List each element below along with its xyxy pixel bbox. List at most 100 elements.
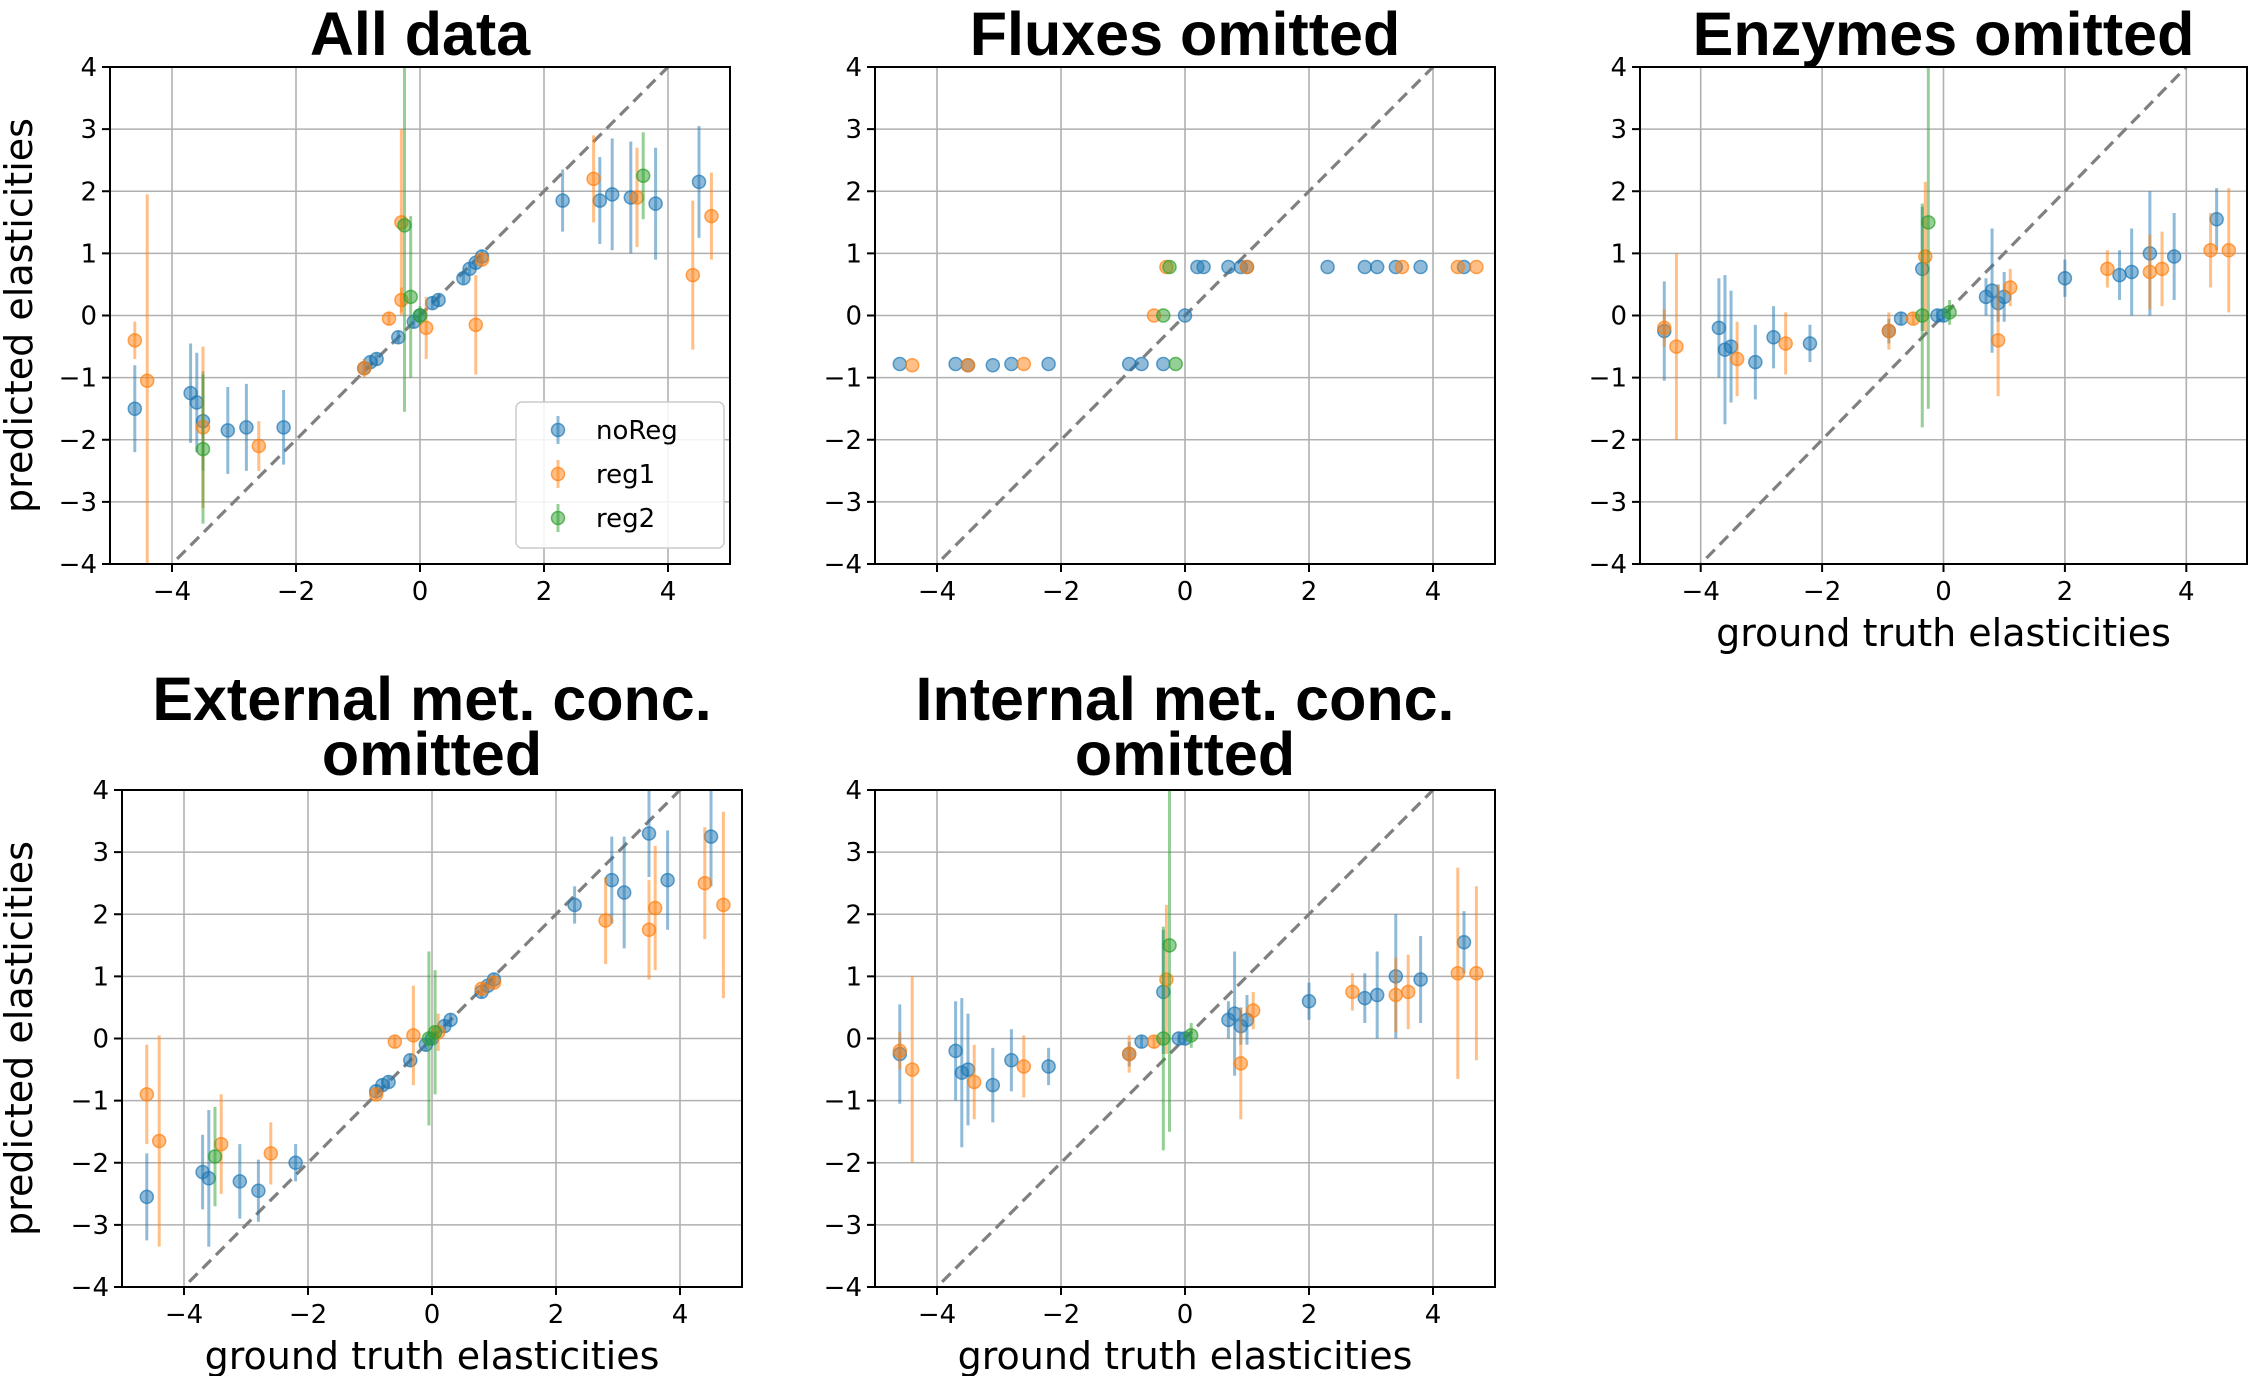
data-point bbox=[2100, 261, 2115, 277]
y-tick-label: 0 bbox=[1610, 302, 1627, 332]
data-point bbox=[1984, 283, 2000, 298]
x-tick-label: 4 bbox=[660, 577, 677, 607]
data-point bbox=[127, 333, 143, 348]
x-tick-label: 2 bbox=[1301, 577, 1318, 607]
data-point bbox=[685, 267, 701, 283]
data-point bbox=[1400, 984, 1416, 1000]
data-point bbox=[1239, 259, 1255, 275]
series-reg2 bbox=[1915, 67, 1957, 428]
series-noReg bbox=[892, 911, 1472, 1148]
data-point bbox=[966, 1074, 982, 1090]
data-point bbox=[703, 829, 719, 844]
data-point bbox=[1669, 339, 1684, 354]
y-tick-label: −2 bbox=[1589, 426, 1627, 456]
data-point bbox=[1413, 972, 1428, 987]
data-point bbox=[1456, 934, 1472, 950]
data-point bbox=[2203, 243, 2218, 258]
data-point bbox=[139, 1189, 155, 1205]
plot-area bbox=[892, 67, 1484, 564]
data-point bbox=[1004, 356, 1019, 372]
y-tick-label: 3 bbox=[845, 115, 862, 145]
data-point bbox=[127, 401, 143, 416]
data-point bbox=[1162, 938, 1177, 953]
y-tick-label: −1 bbox=[1589, 364, 1627, 394]
y-tick-label: −4 bbox=[824, 1273, 862, 1303]
data-point bbox=[2166, 249, 2182, 264]
data-point bbox=[1233, 1056, 1249, 1071]
data-point bbox=[647, 900, 663, 916]
data-point bbox=[2124, 264, 2139, 280]
data-point bbox=[1134, 356, 1149, 372]
plot-area bbox=[1657, 67, 2237, 564]
data-point bbox=[427, 1025, 443, 1040]
data-point bbox=[948, 1043, 963, 1059]
x-tick-label: 0 bbox=[424, 1300, 441, 1330]
series-reg1 bbox=[1657, 181, 2237, 440]
data-point bbox=[616, 885, 632, 900]
data-point bbox=[1196, 259, 1211, 275]
x-tick-label: 4 bbox=[1425, 577, 1442, 607]
data-point bbox=[1657, 320, 1672, 336]
data-point bbox=[1802, 336, 1818, 351]
data-point bbox=[892, 1043, 908, 1059]
legend: noReg reg1 reg2 bbox=[515, 401, 725, 549]
y-tick-label: 4 bbox=[845, 53, 862, 83]
data-point bbox=[391, 329, 406, 345]
data-point bbox=[592, 193, 608, 208]
y-axis-label: predicted elasticities bbox=[0, 841, 41, 1236]
chart-title-line: External met. conc. bbox=[152, 665, 711, 733]
series-reg2 bbox=[207, 951, 443, 1207]
data-point bbox=[635, 168, 651, 183]
data-point bbox=[1469, 259, 1484, 275]
x-tick-label: 0 bbox=[412, 577, 429, 607]
data-point bbox=[629, 190, 645, 205]
data-point bbox=[431, 292, 446, 308]
data-point bbox=[1004, 1052, 1019, 1068]
y-tick-label: 2 bbox=[80, 177, 97, 207]
y-tick-label: 1 bbox=[1610, 239, 1627, 269]
chart-title-line: omitted bbox=[1075, 720, 1295, 788]
y-tick-label: 1 bbox=[80, 239, 97, 269]
y-tick-label: 0 bbox=[80, 302, 97, 332]
data-point bbox=[1345, 984, 1360, 1000]
y-tick-label: 3 bbox=[80, 115, 97, 145]
y-tick-label: 3 bbox=[92, 838, 109, 868]
data-point bbox=[1134, 1034, 1149, 1049]
y-tick-label: 2 bbox=[1610, 177, 1627, 207]
data-point bbox=[263, 1146, 279, 1161]
plot-area bbox=[127, 67, 719, 564]
x-tick-label: −4 bbox=[918, 577, 956, 607]
data-point bbox=[1221, 259, 1236, 275]
data-point bbox=[1041, 1059, 1056, 1074]
y-tick-label: 2 bbox=[845, 900, 862, 930]
y-tick-label: −3 bbox=[1589, 488, 1627, 518]
data-point bbox=[151, 1133, 167, 1149]
y-tick-label: −1 bbox=[824, 364, 862, 394]
data-point bbox=[213, 1136, 229, 1152]
legend-label: reg1 bbox=[596, 460, 655, 490]
data-point bbox=[418, 320, 434, 336]
x-tick-label: −4 bbox=[918, 1300, 956, 1330]
data-point bbox=[288, 1155, 303, 1170]
subplot-1: −4 −2 0 2 4 −4 −3 −2 −1 0 1 2 3 4 All data predicted el… bbox=[0, 0, 731, 607]
y-tick-label: −4 bbox=[1589, 550, 1627, 580]
data-point bbox=[904, 357, 920, 373]
x-tick-label: −2 bbox=[1042, 1300, 1080, 1330]
subplot-2: −4 −2 0 2 4 −4 −3 −2 −1 0 1 2 3 4 Fluxes omitted bbox=[824, 0, 1496, 607]
data-point bbox=[1183, 1028, 1199, 1043]
data-point bbox=[1245, 1003, 1261, 1018]
data-point bbox=[397, 218, 412, 233]
data-point bbox=[1778, 336, 1793, 351]
data-point bbox=[474, 252, 490, 267]
legend-label: reg2 bbox=[596, 504, 655, 534]
data-point bbox=[2221, 243, 2237, 258]
data-point bbox=[189, 395, 205, 410]
legend-label: noReg bbox=[596, 416, 678, 446]
y-tick-label: −2 bbox=[59, 426, 97, 456]
data-point bbox=[276, 420, 291, 435]
y-tick-label: 3 bbox=[845, 838, 862, 868]
x-tick-label: −4 bbox=[165, 1300, 203, 1330]
data-point bbox=[239, 420, 254, 435]
data-point bbox=[1156, 308, 1171, 323]
legend-marker bbox=[550, 466, 566, 482]
